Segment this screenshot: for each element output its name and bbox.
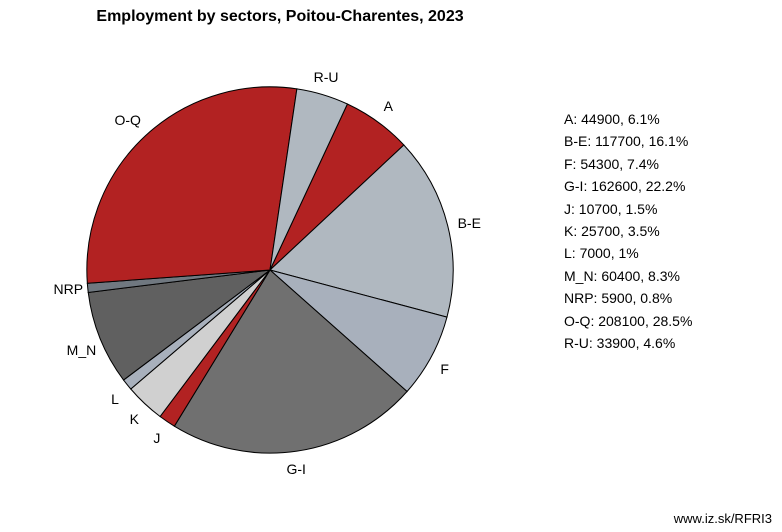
legend-item: G-I: 162600, 22.2%: [564, 175, 764, 197]
slice-label-A: A: [384, 98, 393, 114]
legend-item: M_N: 60400, 8.3%: [564, 265, 764, 287]
slice-label-K: K: [130, 411, 139, 427]
legend-item: J: 10700, 1.5%: [564, 198, 764, 220]
slice-label-O-Q: O-Q: [114, 112, 140, 128]
pie-chart: [40, 40, 500, 500]
slice-label-B-E: B-E: [458, 215, 481, 231]
legend-item: A: 44900, 6.1%: [564, 108, 764, 130]
legend: A: 44900, 6.1%B-E: 117700, 16.1%F: 54300…: [564, 108, 764, 354]
slice-label-M_N: M_N: [67, 342, 97, 358]
source-link[interactable]: www.iz.sk/RFRI3: [674, 511, 772, 526]
chart-title: Employment by sectors, Poitou-Charentes,…: [0, 8, 560, 26]
slice-label-L: L: [111, 391, 119, 407]
legend-item: R-U: 33900, 4.6%: [564, 332, 764, 354]
slice-label-F: F: [440, 361, 449, 377]
legend-item: L: 7000, 1%: [564, 242, 764, 264]
slice-label-R-U: R-U: [314, 69, 339, 85]
legend-item: K: 25700, 3.5%: [564, 220, 764, 242]
legend-item: F: 54300, 7.4%: [564, 153, 764, 175]
slice-label-NRP: NRP: [54, 281, 84, 297]
legend-item: B-E: 117700, 16.1%: [564, 130, 764, 152]
slice-label-G-I: G-I: [287, 461, 306, 477]
slice-label-J: J: [153, 430, 160, 446]
legend-item: NRP: 5900, 0.8%: [564, 287, 764, 309]
legend-item: O-Q: 208100, 28.5%: [564, 310, 764, 332]
